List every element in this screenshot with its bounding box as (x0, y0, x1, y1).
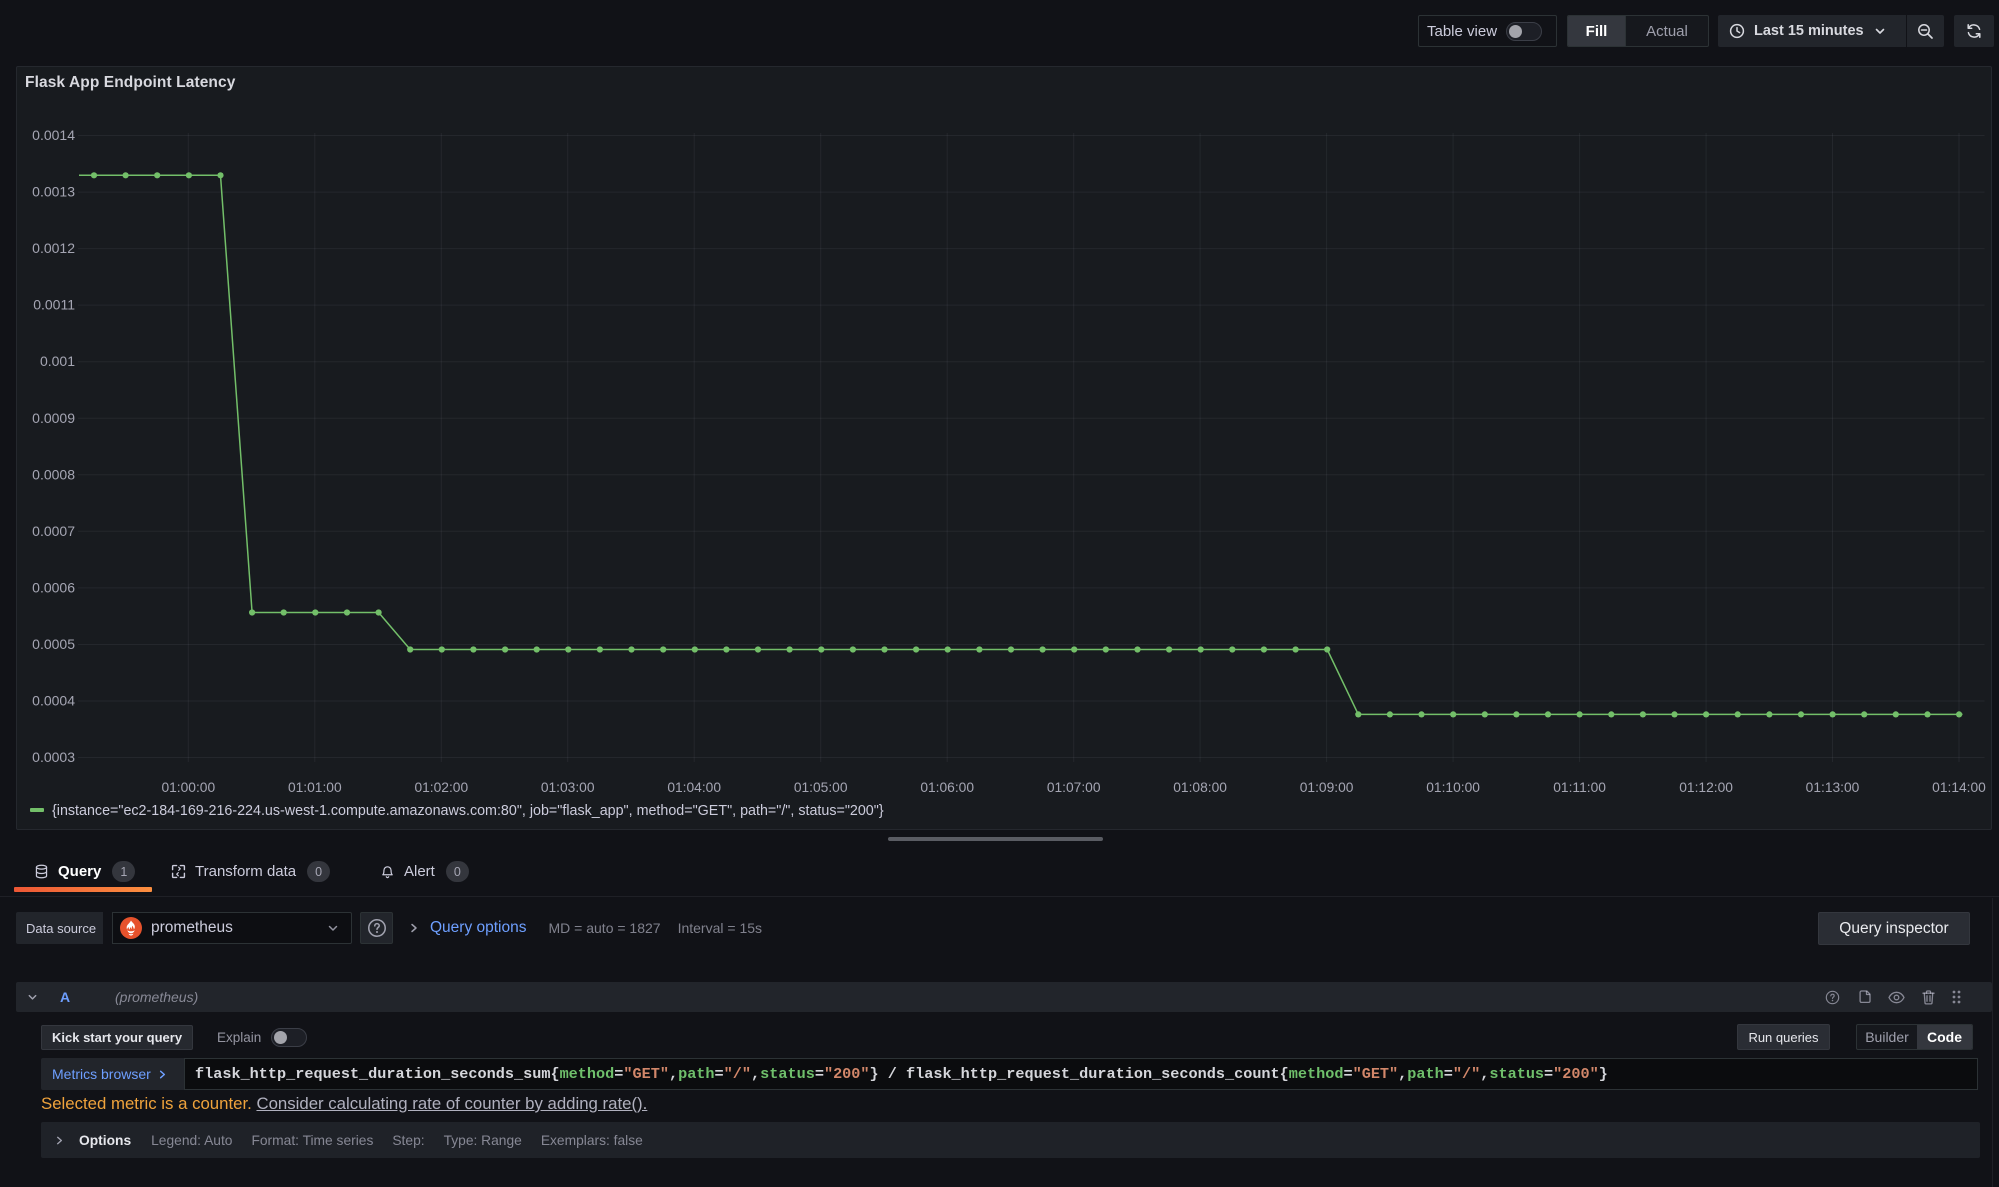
svg-text:01:04:00: 01:04:00 (667, 780, 721, 795)
svg-text:0.0008: 0.0008 (32, 466, 75, 482)
svg-text:01:14:00: 01:14:00 (1932, 780, 1986, 795)
svg-text:0.0006: 0.0006 (32, 579, 75, 595)
svg-text:01:08:00: 01:08:00 (1173, 780, 1227, 795)
svg-text:01:09:00: 01:09:00 (1300, 780, 1354, 795)
svg-text:0.0013: 0.0013 (32, 184, 75, 200)
svg-text:01:10:00: 01:10:00 (1426, 780, 1480, 795)
svg-text:0.0012: 0.0012 (32, 240, 75, 256)
svg-text:01:07:00: 01:07:00 (1047, 780, 1101, 795)
svg-text:01:05:00: 01:05:00 (794, 780, 848, 795)
svg-text:0.0007: 0.0007 (32, 523, 75, 539)
svg-text:0.0011: 0.0011 (33, 297, 75, 313)
svg-text:01:00:00: 01:00:00 (161, 780, 215, 795)
svg-text:01:12:00: 01:12:00 (1679, 780, 1733, 795)
svg-text:0.001: 0.001 (40, 353, 75, 369)
svg-text:01:13:00: 01:13:00 (1806, 780, 1860, 795)
svg-text:0.0009: 0.0009 (32, 410, 75, 426)
svg-text:01:06:00: 01:06:00 (920, 780, 974, 795)
svg-text:0.0004: 0.0004 (32, 693, 75, 709)
svg-text:01:02:00: 01:02:00 (414, 780, 468, 795)
svg-text:0.0014: 0.0014 (32, 127, 75, 143)
svg-text:0.0005: 0.0005 (32, 636, 75, 652)
svg-text:01:01:00: 01:01:00 (288, 780, 342, 795)
svg-text:01:11:00: 01:11:00 (1553, 780, 1606, 795)
svg-text:0.0003: 0.0003 (32, 749, 75, 765)
svg-text:01:03:00: 01:03:00 (541, 780, 595, 795)
